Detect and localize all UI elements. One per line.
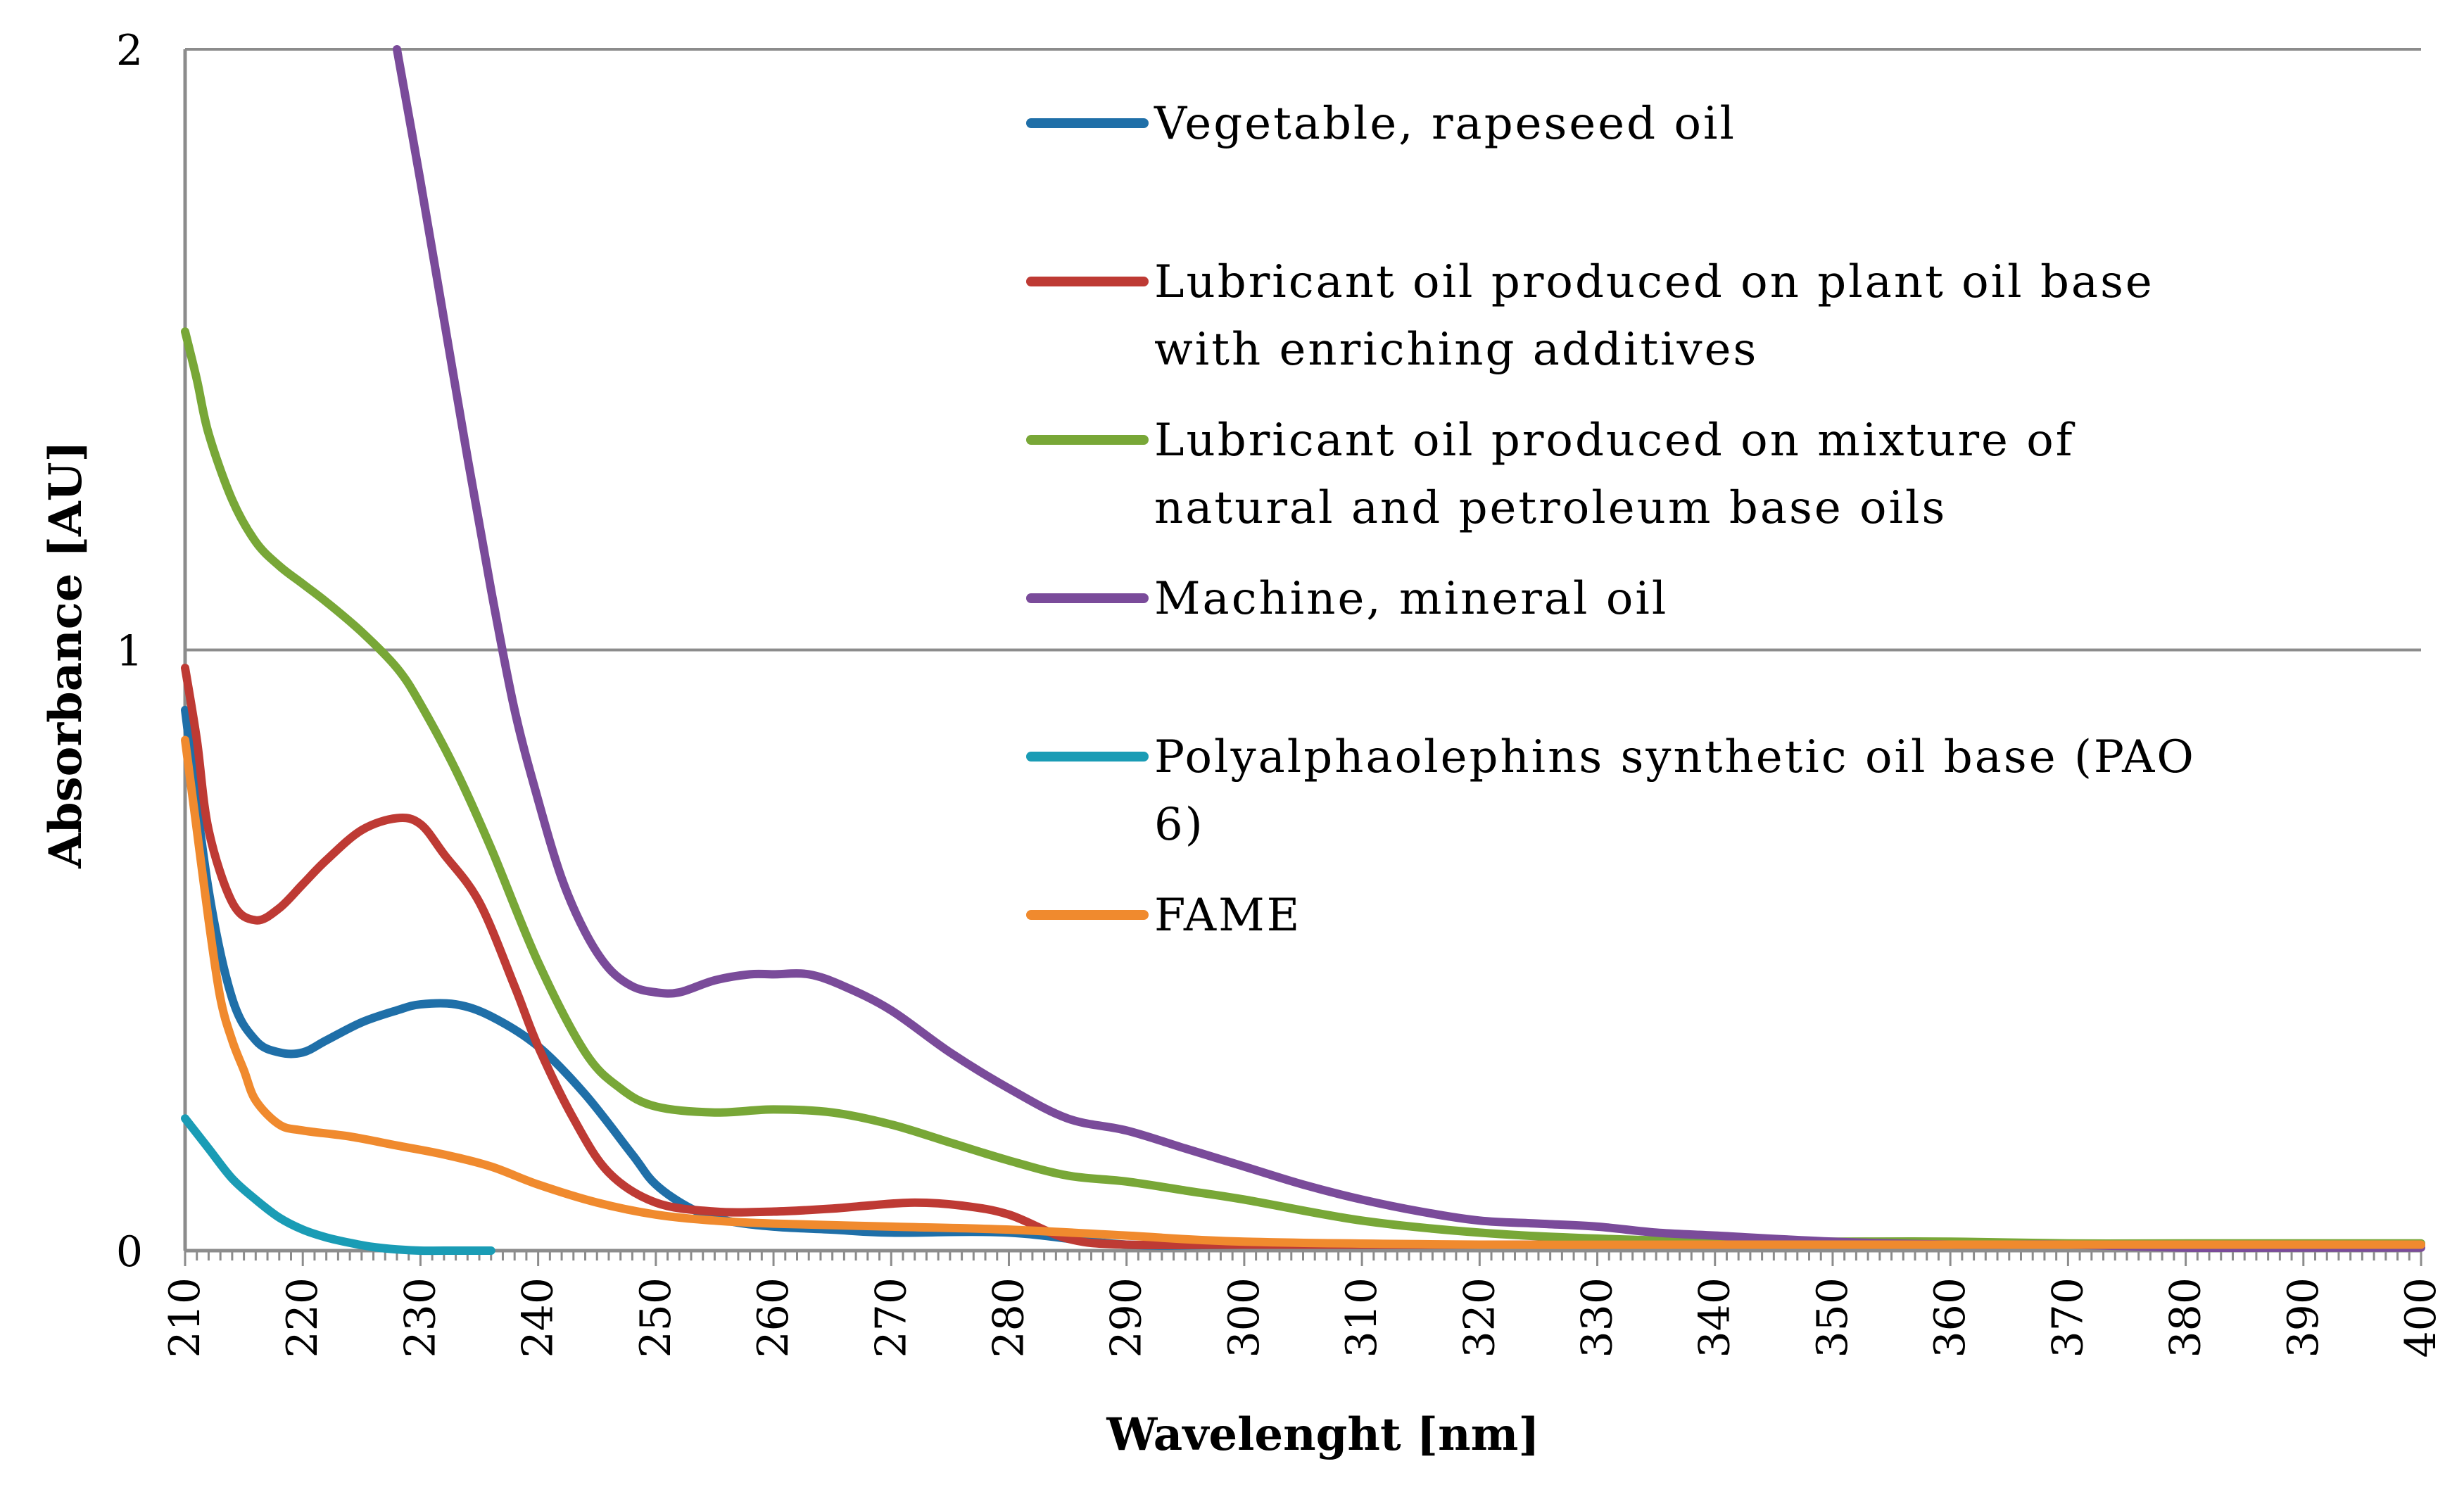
series-line-4 (392, 45, 2425, 1253)
x-tick-label: 310 (1337, 1277, 1386, 1358)
x-tick-label: 370 (2043, 1277, 2092, 1358)
x-tick-label: 330 (1573, 1277, 1622, 1358)
x-tick-label: 290 (1102, 1277, 1151, 1358)
series-line-5 (181, 1114, 495, 1256)
gridlines (185, 48, 2421, 652)
tick-labels: 0 1 2 210 220 230 240 250 260 270 280 290 300 310 320 3… (116, 26, 2446, 1358)
legend-label: Vegetable, rapeseed oil (1154, 98, 1736, 150)
x-tick-label: 220 (278, 1277, 327, 1358)
x-tick-label: 380 (2161, 1277, 2211, 1358)
y-tick-label: 2 (116, 26, 143, 75)
x-tick-label: 260 (749, 1277, 798, 1358)
x-tick-label: 360 (1926, 1277, 1975, 1358)
x-tick-label: 390 (2279, 1277, 2328, 1358)
x-tick-label: 280 (984, 1277, 1033, 1358)
y-tick-label: 0 (116, 1227, 143, 1277)
x-tick-label: 230 (396, 1277, 445, 1358)
series-line-1 (181, 705, 2425, 1250)
x-tick-label: 270 (866, 1277, 916, 1358)
series-layer (181, 45, 2425, 1256)
legend-label: 6) (1154, 799, 1205, 851)
y-tick-label: 1 (116, 627, 143, 676)
x-tick-label: 400 (2396, 1277, 2446, 1358)
x-tick-label: 300 (1220, 1277, 1269, 1358)
x-tick-label: 250 (631, 1277, 681, 1358)
legend-label: Polyalphaolephins synthetic oil base (PA… (1154, 731, 2196, 783)
x-tick-label: 320 (1455, 1277, 1504, 1358)
legend-label: FAME (1154, 890, 1301, 942)
x-tick-label: 340 (1691, 1277, 1740, 1358)
y-axis-title: Absorbance [AU] (39, 441, 92, 869)
legend-label: with enriching additives (1154, 324, 1758, 376)
legend-label: Lubricant oil produced on plant oil base (1154, 256, 2154, 308)
legend-label: Lubricant oil produced on mixture of (1154, 415, 2076, 467)
x-tick-label: 350 (1808, 1277, 1857, 1358)
legend-label: natural and petroleum base oils (1154, 482, 1947, 534)
x-tick-label: 240 (514, 1277, 563, 1358)
x-tick-label: 210 (160, 1277, 210, 1358)
axes (183, 49, 2422, 1266)
legend: Vegetable, rapeseed oil Lubricant oil pro… (1026, 98, 2196, 942)
series-line-6 (181, 735, 2425, 1249)
series-line-3 (181, 327, 2425, 1248)
legend-label: Machine, mineral oil (1154, 573, 1668, 625)
x-axis-title: Wavelenght [nm] (1106, 1408, 1539, 1461)
